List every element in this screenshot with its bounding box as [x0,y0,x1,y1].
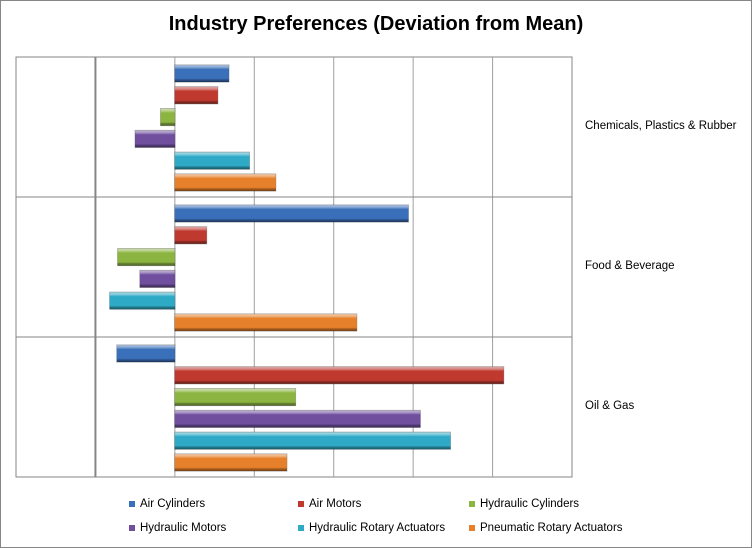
legend-swatch [129,525,135,531]
legend-swatch [298,501,304,507]
bar-shading [109,292,175,310]
legend-item: Air Motors [298,498,361,510]
legend-label: Pneumatic Rotary Actuators [480,522,623,534]
category-label: Food & Beverage [585,260,675,272]
bar-shading [117,248,175,266]
bar-shading [174,205,409,222]
bar-shading [174,226,207,244]
legend-label: Hydraulic Motors [140,522,227,534]
bar-shading [174,152,250,170]
legend-label: Hydraulic Rotary Actuators [309,522,446,534]
legend-item: Hydraulic Cylinders [469,498,579,510]
legend-swatch [469,501,475,507]
legend-swatch [469,525,475,531]
bar-shading [174,366,504,384]
category-label: Oil & Gas [585,400,635,412]
bar-shading [174,174,276,191]
bar-shading [160,108,175,126]
legend-item: Hydraulic Rotary Actuators [298,522,445,534]
legend-swatch [129,501,135,507]
bar-shading [139,270,175,288]
bar-shading [174,410,421,428]
bar-shading [174,86,218,104]
bar-shading [116,345,175,362]
bar-shading [174,314,357,331]
legend-item: Pneumatic Rotary Actuators [469,522,623,534]
legend-item: Hydraulic Motors [129,522,226,534]
legend-item: Air Cylinders [129,498,205,510]
chart-title: Industry Preferences (Deviation from Mea… [168,13,584,35]
bar-shading [174,454,287,471]
legend-label: Hydraulic Cylinders [480,498,580,510]
bar-shading [174,388,296,406]
legend-swatch [298,525,304,531]
bar-shading [174,432,451,450]
plot-border [15,56,573,478]
bar-shading [135,130,175,148]
legend-label: Air Motors [309,498,362,510]
bar-shading [174,65,229,82]
legend-label: Air Cylinders [140,498,206,510]
category-label: Chemicals, Plastics & Rubber [585,120,737,132]
